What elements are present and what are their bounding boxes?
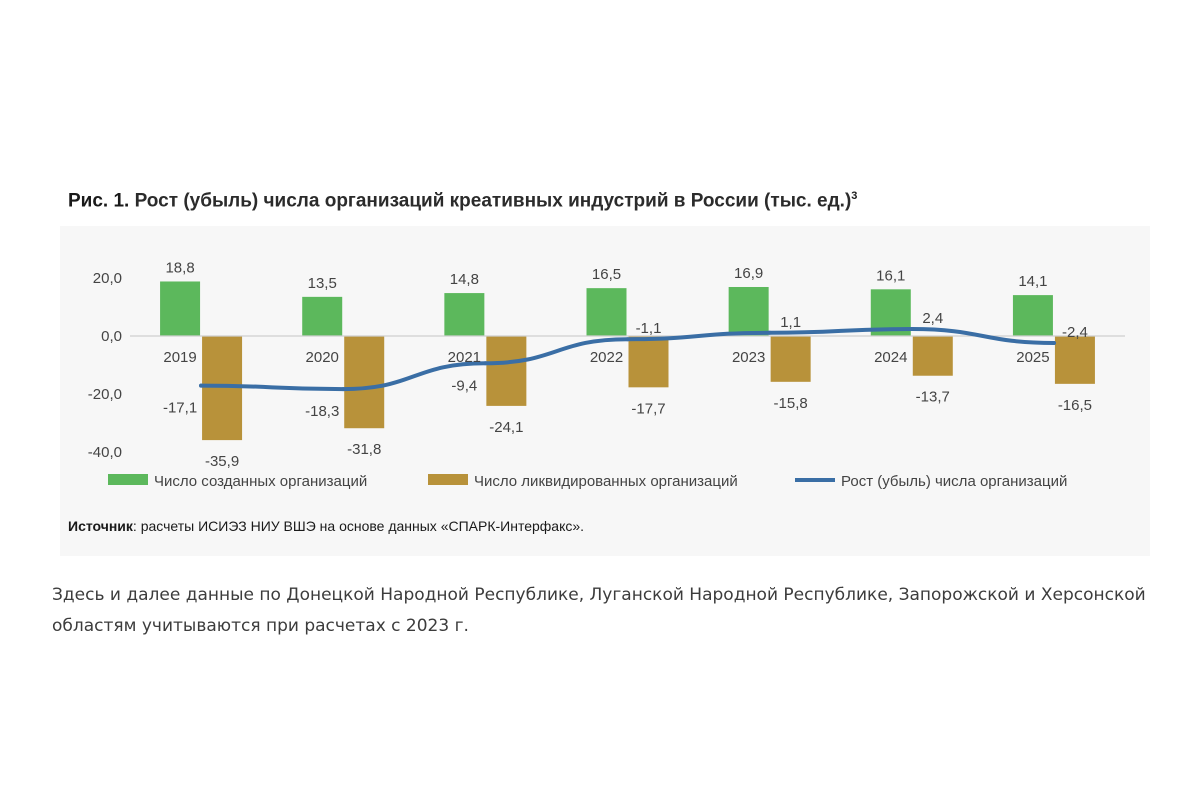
data-label-liquidated: -13,7 [916,389,950,406]
data-label-liquidated: -35,9 [205,453,239,470]
legend-label: Число созданных организаций [154,473,367,490]
legend-swatch [108,474,148,485]
data-label-created: 14,8 [450,271,479,288]
data-label-created: 16,5 [592,266,621,283]
data-label-created: 16,9 [734,265,763,282]
growth-point [483,361,488,366]
x-tick-label: 2024 [874,349,907,366]
chart-panel: 20,0 0,0 -20,0 -40,0 2019 2020 2021 2022 2023 202… [60,226,1150,556]
x-tick-label: 2021 [448,349,481,366]
data-label-growth: 1,1 [780,314,801,331]
data-label-created: 14,1 [1018,273,1047,290]
source-line: Источник: расчеты ИСИЭЗ НИУ ВШЭ на основ… [68,518,584,534]
data-label-created: 16,1 [876,267,905,284]
figure-title-text: Рост (убыль) числа организаций креативны… [134,190,852,212]
y-tick-label: 0,0 [101,328,122,345]
bar-created [728,286,769,336]
data-label-liquidated: -31,8 [347,441,381,458]
bar-liquidated [202,336,243,441]
data-label-created: 13,5 [308,275,337,292]
source-label: Источник [68,518,133,534]
growth-point [1051,340,1056,345]
x-tick-label: 2023 [732,349,765,366]
data-label-growth: -18,3 [305,403,339,420]
bar-created [444,293,485,336]
data-label-growth: -1,1 [636,320,662,337]
growth-point [199,383,204,388]
x-tick-label: 2020 [306,349,339,366]
bar-created [302,296,343,336]
bar-liquidated [486,336,527,406]
legend-label: Число ликвидированных организаций [474,473,738,490]
legend-label: Рост (убыль) числа организаций [841,473,1067,490]
x-tick-label: 2022 [590,349,623,366]
data-label-growth: -2,4 [1062,324,1088,341]
figure-title: Рис. 1. Рост (убыль) числа организаций к… [68,190,857,212]
source-text: : расчеты ИСИЭЗ НИУ ВШЭ на основе данных… [132,518,585,534]
data-label-growth: -9,4 [451,377,477,394]
bar-liquidated [628,336,669,388]
chart: 20,0 0,0 -20,0 -40,0 2019 2020 2021 2022 2023 202… [88,259,1125,490]
data-label-liquidated: -24,1 [489,419,523,436]
growth-point [341,387,346,392]
footnote: Здесь и далее данные по Донецкой Народно… [52,585,1146,636]
y-tick-label: 20,0 [93,270,122,287]
data-label-growth: -17,1 [163,400,197,417]
bar-liquidated [1054,336,1095,384]
bar-liquidated [912,336,953,376]
y-tick-label: -40,0 [88,444,122,461]
bar-created [160,281,201,336]
data-label-growth: 2,4 [922,310,943,327]
figure-label: Рис. 1. [68,190,130,212]
bar-created [586,288,627,336]
growth-point [767,330,772,335]
growth-point [625,337,630,342]
y-tick-label: -20,0 [88,386,122,403]
footnote-mark: 3 [851,190,858,202]
growth-point [909,327,914,332]
bar-liquidated [770,336,811,382]
bar-created [1012,295,1053,336]
data-label-liquidated: -15,8 [774,395,808,412]
x-tick-label: 2025 [1016,349,1049,366]
data-label-liquidated: -16,5 [1058,397,1092,414]
bar-liquidated [344,336,385,429]
data-label-liquidated: -17,7 [631,400,665,417]
x-tick-label: 2019 [163,349,196,366]
legend-swatch [428,474,468,485]
data-label-created: 18,8 [165,259,194,276]
